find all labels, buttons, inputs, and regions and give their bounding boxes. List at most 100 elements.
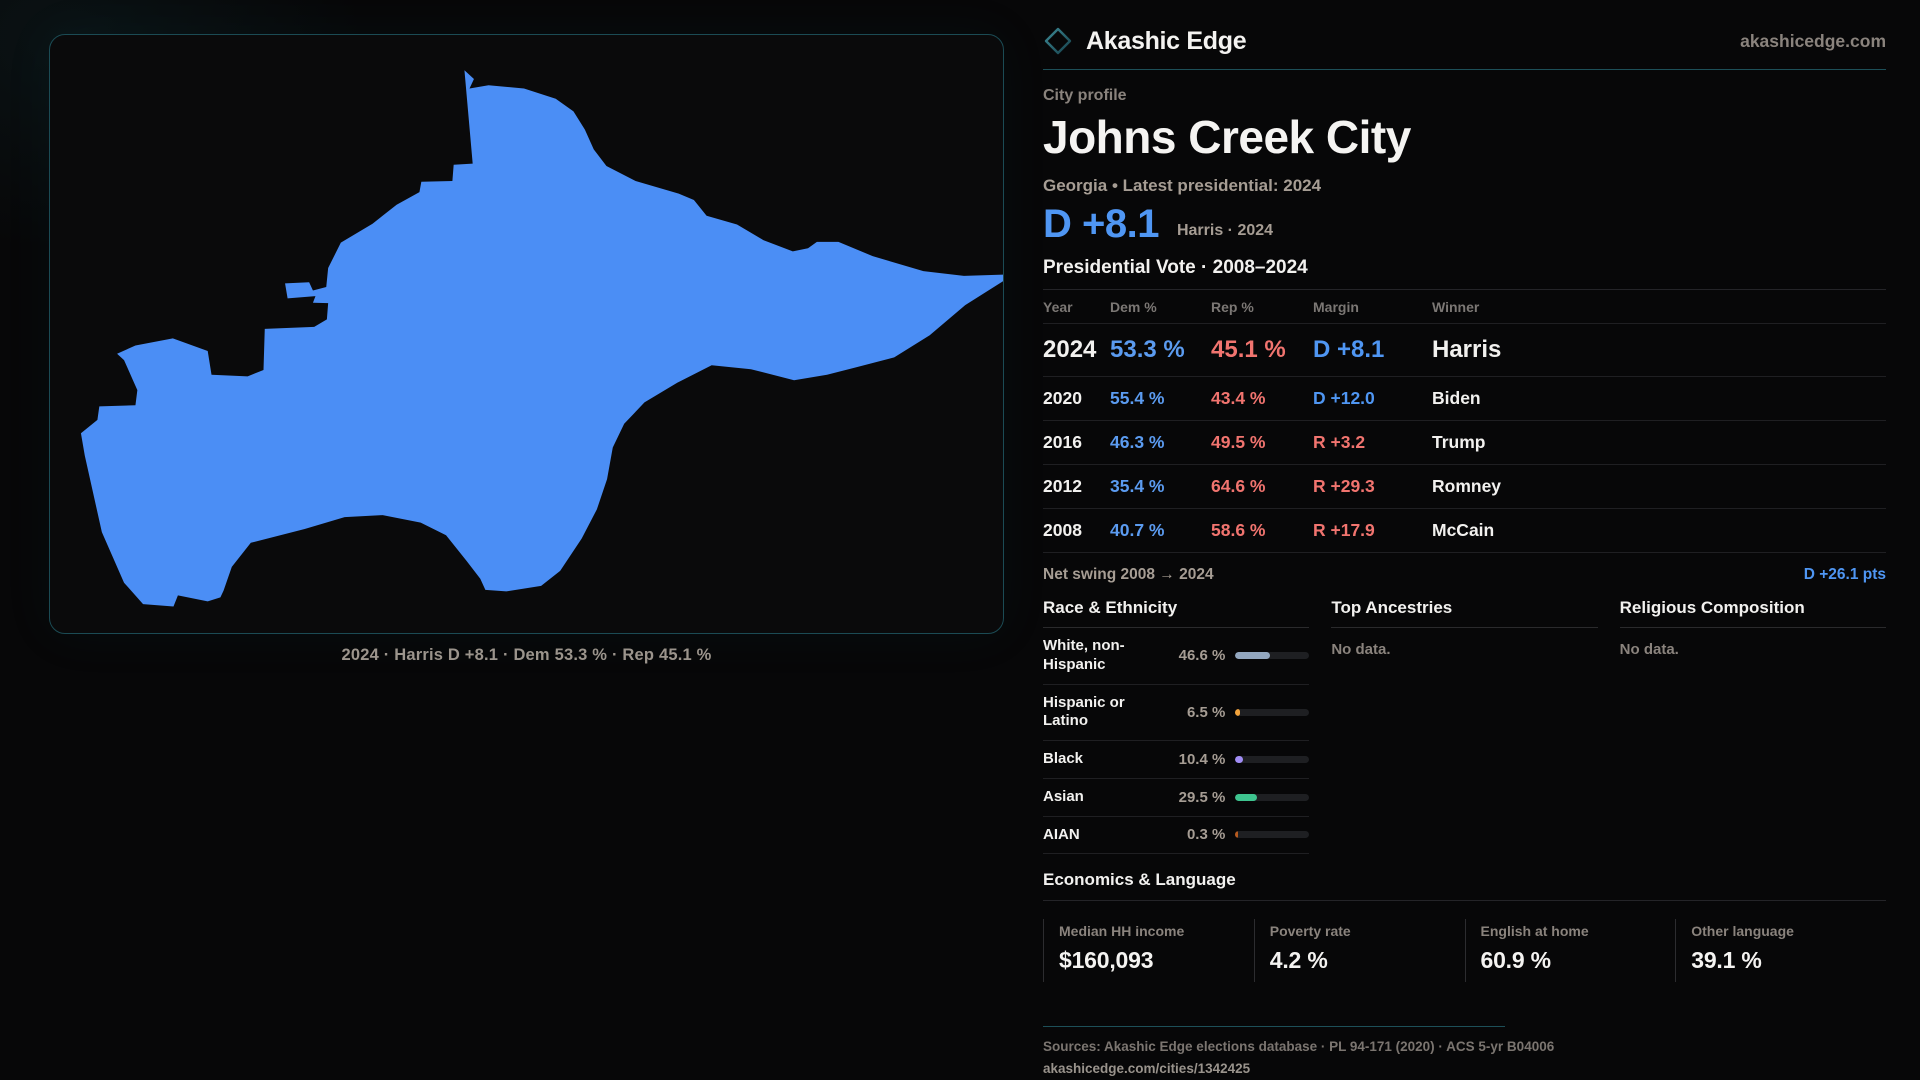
- cell-rep: 45.1 %: [1211, 336, 1286, 363]
- race-label: White, non-Hispanic: [1043, 637, 1125, 673]
- economics-stats-row: Median HH income $160,093 Poverty rate 4…: [1043, 919, 1886, 983]
- col-header-margin: Margin: [1313, 299, 1359, 315]
- top-ancestries-section: Top Ancestries No data.: [1331, 598, 1598, 854]
- section-divider: [1619, 627, 1886, 628]
- table-row: 2008 40.7 % 58.6 % R +17.9 McCain: [1043, 509, 1886, 553]
- sources-line: Sources: Akashic Edge elections database…: [1043, 1039, 1555, 1055]
- stat-label: English at home: [1480, 923, 1589, 940]
- religious-composition-section: Religious Composition No data.: [1619, 598, 1886, 854]
- stat-value: $160,093: [1059, 947, 1154, 974]
- economics-divider: [1043, 900, 1886, 902]
- section-divider: [1331, 627, 1598, 628]
- net-swing-label: Net swing 2008 → 2024: [1043, 566, 1214, 583]
- cell-year: 2024: [1043, 336, 1097, 363]
- map-caption: 2024 · Harris D +8.1 · Dem 53.3 % · Rep …: [341, 646, 712, 664]
- race-value: 0.3 %: [1186, 826, 1226, 844]
- cell-winner: McCain: [1432, 520, 1495, 540]
- cell-rep: 49.5 %: [1211, 432, 1266, 452]
- cell-winner: Trump: [1432, 432, 1486, 452]
- demographic-columns: Race & Ethnicity White, non-Hispanic 46.…: [1043, 598, 1886, 855]
- race-bar-fill: [1235, 831, 1239, 839]
- brand-name: Akashic Edge: [1086, 26, 1247, 55]
- stat-value: 4.2 %: [1269, 947, 1328, 974]
- headline-margin-note: Harris · 2024: [1176, 222, 1274, 239]
- race-bar-track: [1235, 831, 1310, 839]
- city-boundary-map: [80, 70, 1003, 607]
- race-row: AIAN 0.3 %: [1043, 817, 1310, 855]
- site-header: Akashic Edge akashicedge.com: [1043, 0, 1886, 56]
- presidential-vote-table: Year Dem % Rep % Margin Winner 2024 53.3…: [1043, 290, 1886, 553]
- race-bar-track: [1235, 755, 1310, 763]
- city-boundary-polygon: [80, 70, 1003, 607]
- race-value: 10.4 %: [1178, 750, 1226, 768]
- cell-year: 2020: [1043, 388, 1082, 408]
- col-header-year: Year: [1043, 299, 1073, 315]
- race-bar-fill: [1235, 793, 1258, 801]
- race-value: 29.5 %: [1178, 788, 1226, 806]
- race-bar-track: [1235, 652, 1310, 660]
- site-domain-link[interactable]: akashicedge.com: [1740, 30, 1886, 51]
- col-header-rep: Rep %: [1211, 299, 1254, 315]
- permalink-link[interactable]: akashicedge.com/cities/1342425: [1043, 1061, 1251, 1077]
- stat-card-english-at-home: English at home 60.9 %: [1464, 919, 1676, 983]
- race-row: Black 10.4 %: [1043, 741, 1310, 779]
- religion-no-data: No data.: [1619, 641, 1679, 658]
- ancestries-section-title: Top Ancestries: [1331, 598, 1453, 617]
- religion-section-title: Religious Composition: [1619, 598, 1805, 617]
- race-label: Asian: [1043, 787, 1084, 805]
- stat-card-other-language: Other language 39.1 %: [1675, 919, 1886, 983]
- headline-margin-value: D +8.1: [1043, 202, 1159, 246]
- cell-winner: Harris: [1432, 336, 1502, 363]
- cell-margin: D +12.0: [1313, 388, 1375, 408]
- table-row: 2020 55.4 % 43.4 % D +12.0 Biden: [1043, 377, 1886, 421]
- footer-divider: [1043, 1026, 1505, 1028]
- election-table-title: Presidential Vote · 2008–2024: [1043, 257, 1308, 278]
- race-bar-track: [1235, 793, 1310, 801]
- race-section-title: Race & Ethnicity: [1043, 598, 1178, 617]
- cell-margin: D +8.1: [1313, 336, 1385, 363]
- cell-dem: 35.4 %: [1110, 476, 1165, 496]
- cell-dem: 46.3 %: [1110, 432, 1165, 452]
- net-swing-row: Net swing 2008 → 2024 D +26.1 pts: [1043, 553, 1886, 588]
- race-bar-fill: [1235, 755, 1244, 763]
- stat-value: 60.9 %: [1480, 947, 1552, 974]
- stat-label: Other language: [1691, 923, 1794, 940]
- race-label: Black: [1043, 750, 1084, 767]
- brand: Akashic Edge: [1043, 26, 1247, 56]
- race-value: 46.6 %: [1178, 647, 1226, 665]
- cell-margin: R +17.9: [1313, 520, 1375, 540]
- col-header-winner: Winner: [1432, 299, 1480, 315]
- race-value: 6.5 %: [1186, 703, 1226, 721]
- table-row: 2016 46.3 % 49.5 % R +3.2 Trump: [1043, 421, 1886, 465]
- col-header-dem: Dem %: [1110, 299, 1157, 315]
- race-row: Hispanic or Latino 6.5 %: [1043, 685, 1310, 741]
- race-bar-track: [1235, 708, 1310, 716]
- headline-margin-block: D +8.1 Harris · 2024: [1043, 204, 1886, 244]
- cell-margin: R +3.2: [1313, 432, 1366, 452]
- race-bar-fill: [1235, 708, 1241, 716]
- stat-card-poverty-rate: Poverty rate 4.2 %: [1253, 919, 1465, 983]
- cell-dem: 53.3 %: [1110, 336, 1185, 363]
- cell-winner: Romney: [1432, 476, 1502, 496]
- cell-year: 2016: [1043, 432, 1082, 452]
- page-title: Johns Creek City: [1043, 111, 1411, 163]
- ancestries-no-data: No data.: [1331, 641, 1391, 658]
- cell-dem: 40.7 %: [1110, 520, 1165, 540]
- table-header-row: Year Dem % Rep % Margin Winner: [1043, 290, 1886, 324]
- profile-subtitle: Georgia • Latest presidential: 2024: [1043, 176, 1322, 195]
- cell-year: 2012: [1043, 476, 1082, 496]
- page-footer: Sources: Akashic Edge elections database…: [1043, 1026, 1886, 1076]
- stat-label: Median HH income: [1059, 923, 1185, 940]
- table-row: 2024 53.3 % 45.1 % D +8.1 Harris: [1043, 324, 1886, 377]
- table-title-divider: [1043, 289, 1886, 290]
- cell-dem: 55.4 %: [1110, 388, 1165, 408]
- net-swing-value: D +26.1 pts: [1803, 566, 1886, 583]
- cell-rep: 43.4 %: [1211, 388, 1266, 408]
- cell-rep: 58.6 %: [1211, 520, 1266, 540]
- profile-kicker: City profile: [1043, 87, 1127, 104]
- cell-winner: Biden: [1432, 388, 1481, 408]
- race-ethnicity-section: Race & Ethnicity White, non-Hispanic 46.…: [1043, 598, 1310, 855]
- city-profile-panel: Akashic Edge akashicedge.com City profil…: [1043, 0, 1886, 1076]
- stat-card-median-income: Median HH income $160,093: [1043, 919, 1254, 983]
- cell-rep: 64.6 %: [1211, 476, 1266, 496]
